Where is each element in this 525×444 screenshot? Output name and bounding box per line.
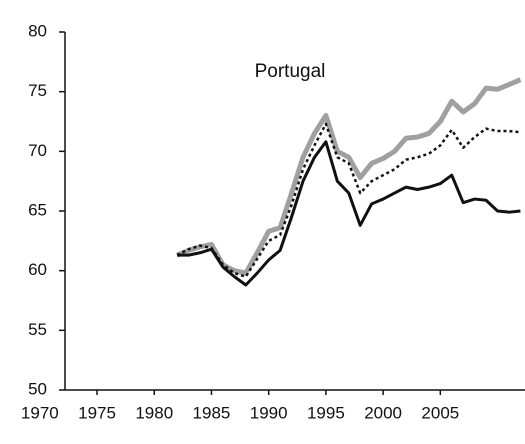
y-tick-label: 50 <box>28 379 47 398</box>
series-line <box>176 122 521 278</box>
series-line <box>176 77 522 276</box>
x-tick-label: 1980 <box>135 403 173 422</box>
y-tick-label: 80 <box>28 21 47 40</box>
x-tick-label: 2005 <box>421 403 459 422</box>
annotation: Portugal <box>255 61 326 82</box>
x-tick-label: 1970 <box>21 403 59 422</box>
y-tick-label: 60 <box>28 260 47 279</box>
y-tick-label: 65 <box>28 200 47 219</box>
x-tick-label: 1990 <box>250 403 288 422</box>
y-tick-label: 70 <box>28 141 47 160</box>
y-tick-label: 55 <box>28 320 47 339</box>
x-tick-label: 1985 <box>193 403 231 422</box>
x-tick-label: 2000 <box>364 403 402 422</box>
y-tick-label: 75 <box>28 81 47 100</box>
series-line <box>177 140 521 287</box>
x-tick-label: 1995 <box>307 403 345 422</box>
x-tick-label: 1975 <box>78 403 116 422</box>
